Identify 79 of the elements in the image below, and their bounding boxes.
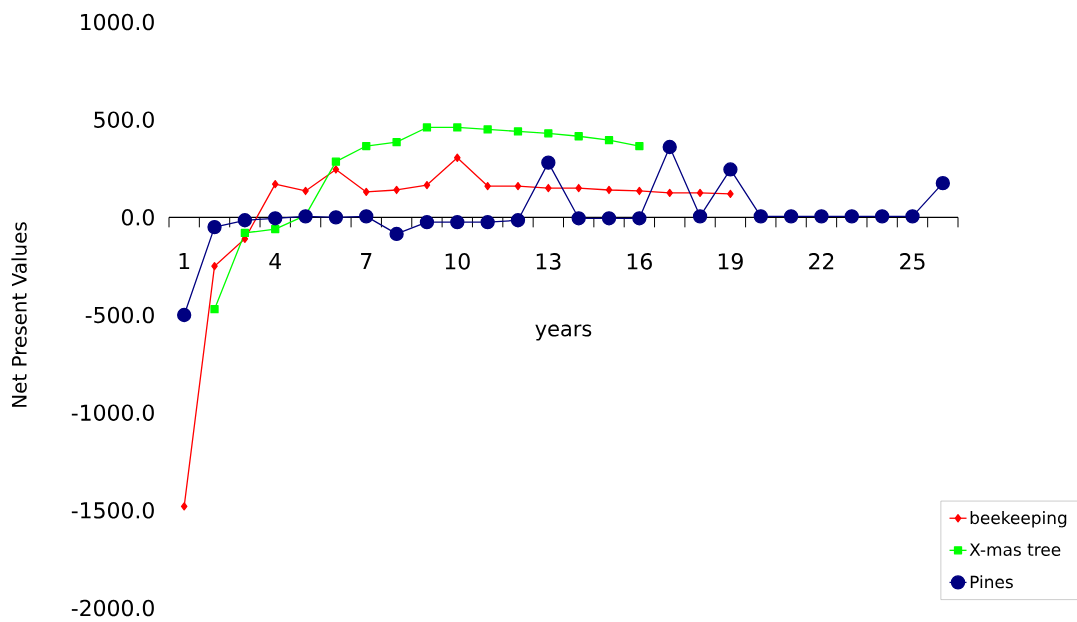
y-tick-label: 1000.0	[81, 13, 154, 31]
point	[723, 162, 738, 177]
point	[510, 213, 526, 228]
point	[545, 183, 552, 193]
point	[666, 188, 673, 198]
point	[423, 180, 431, 190]
point	[271, 224, 280, 234]
point	[574, 132, 583, 141]
point	[601, 211, 617, 226]
point	[905, 209, 920, 224]
point	[450, 215, 465, 230]
point	[422, 123, 432, 132]
point	[271, 179, 279, 189]
point	[328, 210, 344, 225]
point	[544, 129, 553, 138]
point	[211, 262, 218, 271]
x-tick-label: 10	[445, 253, 470, 270]
x-tick-label: 25	[900, 253, 925, 270]
point	[389, 226, 404, 242]
point	[935, 176, 950, 191]
y-tick-label: -1500.0	[71, 502, 154, 519]
point	[484, 181, 491, 191]
point	[331, 157, 341, 166]
point	[575, 183, 582, 193]
point	[359, 209, 374, 224]
x-tick-label: 13	[536, 253, 561, 270]
x-tick-label: 4	[269, 253, 281, 270]
point	[514, 181, 522, 191]
point	[636, 186, 643, 196]
point	[177, 307, 192, 323]
y-tick-label: -500.0	[85, 306, 154, 324]
point	[302, 186, 309, 196]
point	[692, 209, 708, 224]
point	[480, 215, 495, 230]
x-axis-title: years	[535, 324, 592, 341]
point	[605, 185, 613, 195]
point	[454, 153, 461, 162]
point	[180, 502, 188, 511]
point	[207, 219, 222, 235]
point	[814, 209, 829, 224]
x-tick-label: 1	[179, 253, 190, 270]
legend-label: X-mas tree	[969, 543, 1061, 556]
y-tick-label: 0.0	[121, 209, 154, 226]
point	[483, 125, 492, 134]
y-axis-title: Net Present Values	[11, 222, 27, 407]
x-tick-label: 16	[627, 253, 652, 270]
y-tick-label: -2000.0	[71, 599, 154, 617]
point	[541, 155, 556, 170]
point	[662, 139, 677, 155]
point	[571, 211, 586, 226]
point	[268, 211, 283, 226]
point	[696, 188, 704, 198]
point	[419, 215, 435, 230]
point	[844, 209, 859, 224]
point	[632, 211, 647, 226]
x-tick-label: 7	[361, 253, 372, 270]
point	[362, 141, 371, 151]
point	[604, 136, 614, 145]
point	[392, 137, 401, 147]
point	[513, 127, 523, 136]
point	[240, 228, 250, 238]
legend-label: beekeeping	[970, 511, 1067, 528]
point	[393, 185, 400, 195]
point	[298, 209, 313, 224]
point	[237, 213, 253, 228]
legend-label: Pines	[970, 575, 1013, 589]
point	[453, 123, 462, 132]
point	[727, 189, 734, 199]
point	[332, 165, 340, 174]
x-tick-label: 19	[718, 253, 743, 270]
point	[635, 141, 644, 151]
point	[783, 209, 799, 224]
point	[753, 209, 768, 224]
x-tick-label: 22	[809, 253, 834, 270]
point	[362, 187, 370, 197]
y-tick-label: 500.0	[94, 111, 154, 128]
point	[874, 209, 890, 224]
y-tick-label: -1000.0	[71, 404, 154, 421]
point	[210, 304, 219, 314]
